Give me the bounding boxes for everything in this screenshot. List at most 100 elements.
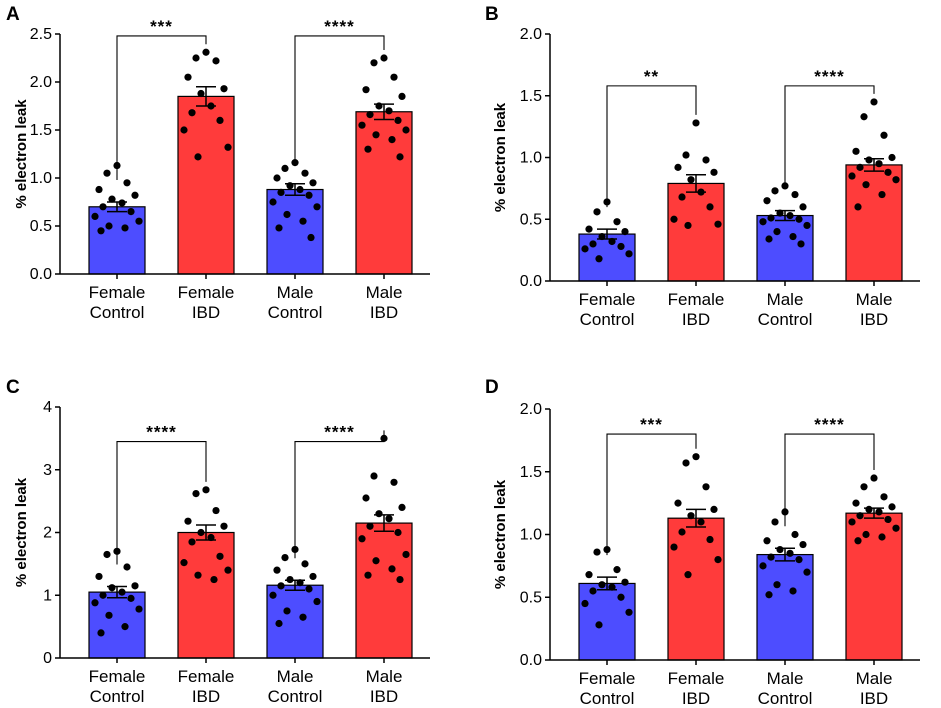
y-tick-label: 2.0 (30, 74, 52, 91)
data-point (366, 522, 374, 530)
bracket-line (606, 85, 697, 208)
data-point (296, 185, 304, 194)
data-point (103, 169, 111, 177)
data-point (216, 552, 224, 560)
data-point (710, 505, 718, 513)
x-tick-label: Female (178, 667, 235, 686)
data-point (224, 566, 232, 574)
data-point (108, 584, 116, 592)
y-axis-label: % electron leak (13, 99, 30, 209)
data-point (121, 224, 129, 232)
data-point (95, 185, 103, 194)
data-point (210, 575, 218, 584)
bracket-line (294, 35, 385, 162)
data-point (888, 153, 896, 162)
data-point (856, 512, 864, 520)
data-point (118, 588, 126, 596)
data-point (362, 86, 370, 94)
data-point (767, 214, 775, 222)
y-tick-label: 1.0 (520, 527, 542, 544)
data-point (714, 220, 722, 228)
x-tick-label: Control (268, 687, 323, 706)
bar-female-control (578, 582, 636, 661)
data-point (388, 565, 396, 573)
data-point (127, 208, 135, 216)
bar-male-control (266, 188, 324, 275)
data-point (848, 518, 856, 526)
data-point (370, 59, 378, 67)
y-tick-label: 0.5 (520, 589, 542, 606)
significance-bracket: **** (784, 67, 875, 189)
data-point (398, 92, 406, 100)
data-point (396, 575, 404, 584)
data-point (682, 459, 690, 467)
data-point (702, 156, 710, 164)
data-point (364, 571, 372, 579)
y-tick-label: 0.5 (520, 211, 542, 228)
data-point (299, 613, 307, 621)
data-point (313, 203, 321, 211)
data-point (795, 215, 803, 223)
data-point (309, 179, 317, 187)
data-point (180, 126, 188, 134)
data-point (216, 116, 224, 124)
data-point (305, 191, 313, 199)
data-point (714, 556, 722, 564)
data-point (789, 232, 797, 241)
data-point (366, 111, 374, 119)
data-point (791, 190, 799, 199)
x-tick-label: Control (580, 310, 635, 329)
data-point (207, 533, 215, 542)
data-point (617, 242, 625, 251)
data-point (776, 545, 784, 554)
data-point (396, 153, 404, 161)
data-point (598, 581, 606, 589)
data-point (697, 518, 705, 526)
data-point (364, 145, 372, 153)
data-point (358, 535, 366, 543)
data-point (767, 553, 775, 561)
significance-bracket: **** (116, 423, 207, 565)
data-point (710, 168, 718, 176)
data-point (273, 566, 281, 574)
bracket-line (784, 433, 875, 527)
data-point (585, 571, 593, 579)
data-point (283, 607, 291, 615)
data-point (188, 109, 196, 117)
data-point (888, 503, 896, 511)
data-point (625, 250, 633, 258)
significance-label: **** (814, 415, 844, 434)
data-point (362, 494, 370, 502)
significance-label: **** (324, 17, 354, 36)
data-point (180, 559, 188, 567)
data-point (865, 505, 873, 513)
x-tick-label: Female (579, 669, 636, 688)
data-point (192, 489, 200, 498)
data-point (875, 508, 883, 516)
y-tick-label: 2.0 (520, 26, 542, 43)
x-tick-label: Female (89, 667, 146, 686)
y-tick-label: 3 (43, 462, 52, 479)
data-point (852, 499, 860, 507)
data-point (192, 54, 200, 62)
data-point (202, 486, 210, 494)
data-point (803, 221, 811, 230)
data-point (394, 528, 402, 537)
data-point (799, 203, 807, 211)
data-point (286, 575, 294, 584)
panel-letter: C (6, 377, 20, 398)
y-tick-label: 1.5 (520, 88, 542, 105)
y-tick-label: 0.0 (520, 273, 542, 290)
data-point (670, 543, 678, 551)
data-point (608, 237, 616, 246)
x-tick-label: IBD (192, 303, 220, 322)
x-tick-label: Control (758, 689, 813, 708)
x-tick-label: Female (668, 669, 725, 688)
data-point (860, 113, 868, 121)
data-point (759, 218, 767, 226)
data-point (388, 136, 396, 144)
y-tick-label: 0 (43, 650, 52, 667)
x-tick-label: Male (277, 283, 314, 302)
data-point (370, 472, 378, 480)
data-point (595, 621, 603, 629)
